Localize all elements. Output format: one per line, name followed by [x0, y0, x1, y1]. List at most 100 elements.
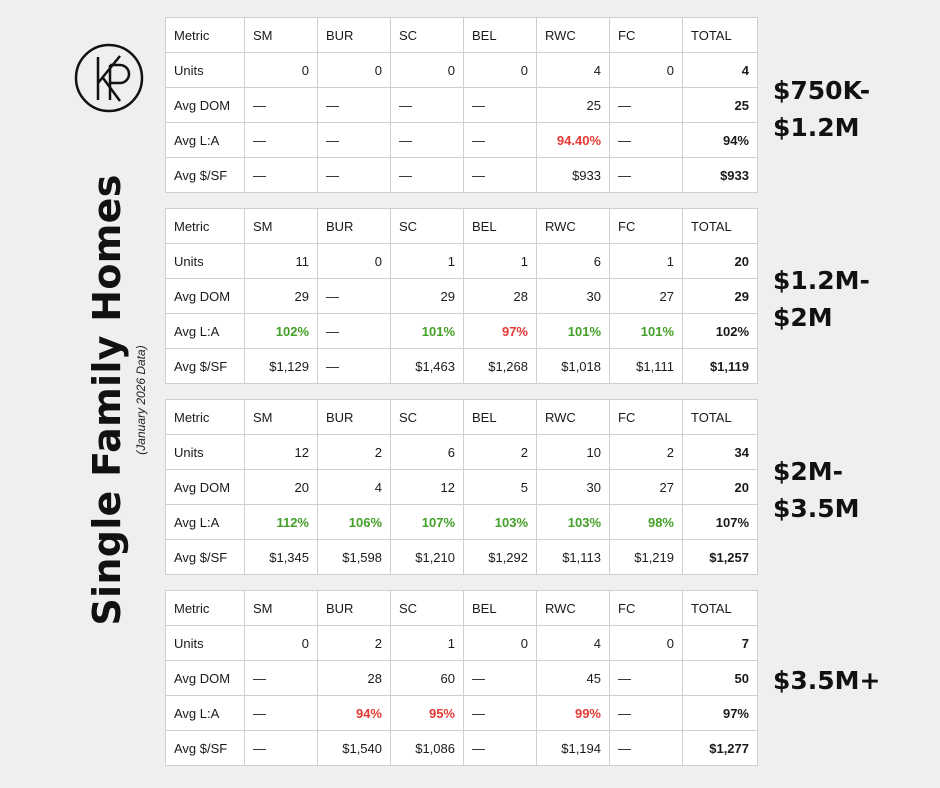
metrics-table: Metric SM BUR SC BEL RWC FC TOTAL Units 0 0 0 0 4 0 4 Av…: [165, 17, 758, 193]
table-cell: 103%: [463, 504, 537, 540]
column-header: BUR: [317, 208, 391, 244]
table-cell: 28: [317, 660, 391, 696]
column-header: TOTAL: [682, 17, 758, 53]
table-cell: 4: [536, 625, 610, 661]
total-cell: 34: [682, 434, 758, 470]
table-cell: 6: [536, 243, 610, 279]
total-cell: 107%: [682, 504, 758, 540]
table-cell: —: [390, 157, 464, 193]
table-cell: 11: [244, 243, 318, 279]
table-row: Units 0 0 0 0 4 0 4: [165, 52, 758, 88]
table-row: Avg $/SF $1,345 $1,598 $1,210 $1,292 $1,113 $1…: [165, 539, 758, 575]
table-cell: $1,463: [390, 348, 464, 384]
price-range-line: $1.2M-: [773, 266, 870, 295]
table-cell: —: [609, 122, 683, 158]
total-cell: 50: [682, 660, 758, 696]
table-cell: —: [244, 730, 318, 766]
row-label: Avg DOM: [165, 87, 245, 123]
table-row: Avg $/SF — — — — $933— $933: [165, 157, 758, 193]
table-cell: —: [463, 695, 537, 731]
table-row: Units 0 2 1 0 4 0 7: [165, 625, 758, 661]
column-header: BUR: [317, 399, 391, 435]
column-header: FC: [609, 590, 683, 626]
metrics-table: Metric SM BUR SC BEL RWC FC TOTAL Units 0 2 1 0 4 0 7 Av…: [165, 590, 758, 766]
table-cell: 98%: [609, 504, 683, 540]
table-cell: 1: [390, 625, 464, 661]
price-range-line: $750K-: [773, 76, 871, 105]
price-range-label: $2M- $3.5M: [773, 453, 860, 527]
table-cell: $1,086: [390, 730, 464, 766]
table-cell: —: [244, 87, 318, 123]
price-range-line: $3.5M+: [773, 666, 881, 695]
price-range-line: $1.2M: [773, 113, 860, 142]
table-cell: 1: [463, 243, 537, 279]
table-cell: $933: [536, 157, 610, 193]
table-cell: —: [463, 157, 537, 193]
table-cell: 60: [390, 660, 464, 696]
row-label: Avg $/SF: [165, 539, 245, 575]
table-cell: —: [463, 122, 537, 158]
table-cell: 4: [536, 52, 610, 88]
table-header-row: Metric SM BUR SC BEL RWC FC TOTAL: [165, 208, 758, 244]
total-cell: 7: [682, 625, 758, 661]
table-cell: 30: [536, 469, 610, 505]
table-cell: $1,268: [463, 348, 537, 384]
table-cell: 5: [463, 469, 537, 505]
table-cell: 6: [390, 434, 464, 470]
metrics-table: Metric SM BUR SC BEL RWC FC TOTAL Units 11 0 1 1 6 1 20…: [165, 208, 758, 384]
table-cell: 12: [390, 469, 464, 505]
column-header: BEL: [463, 399, 537, 435]
table-cell: 10: [536, 434, 610, 470]
table-row: Avg L:A — — — —94.40% —94%: [165, 122, 758, 158]
table-cell: 102%: [244, 313, 318, 349]
table-cell: —: [609, 660, 683, 696]
table-cell: 4: [317, 469, 391, 505]
table-cell: —: [317, 313, 391, 349]
page-title: Single Family Homes: [85, 174, 129, 626]
table-row: Avg L:A 102% —101% 97% 101% 101% 102%: [165, 313, 758, 349]
column-header: RWC: [536, 17, 610, 53]
table-cell: —: [244, 660, 318, 696]
table-header-row: Metric SM BUR SC BEL RWC FC TOTAL: [165, 17, 758, 53]
table-cell: 94.40%: [536, 122, 610, 158]
table-cell: 0: [390, 52, 464, 88]
table-cell: 12: [244, 434, 318, 470]
column-header: Metric: [165, 590, 245, 626]
table-row: Avg DOM —28 60—45—50: [165, 660, 758, 696]
row-label: Avg L:A: [165, 504, 245, 540]
table-header-row: Metric SM BUR SC BEL RWC FC TOTAL: [165, 399, 758, 435]
table-cell: 20: [244, 469, 318, 505]
table-cell: 0: [317, 52, 391, 88]
total-cell: 94%: [682, 122, 758, 158]
column-header: SM: [244, 399, 318, 435]
column-header: BEL: [463, 17, 537, 53]
page-subtitle: (January 2026 Data): [134, 345, 148, 455]
column-header: SM: [244, 590, 318, 626]
table-cell: $1,018: [536, 348, 610, 384]
column-header: SC: [390, 17, 464, 53]
table-row: Units 12 2 6 2 10 2 34: [165, 434, 758, 470]
price-range-line: $2M-: [773, 457, 844, 486]
table-cell: —: [390, 87, 464, 123]
table-cell: 27: [609, 469, 683, 505]
table-cell: —: [244, 122, 318, 158]
table-cell: 27: [609, 278, 683, 314]
column-header: BEL: [463, 208, 537, 244]
column-header: TOTAL: [682, 590, 758, 626]
column-header: RWC: [536, 590, 610, 626]
total-cell: $1,257: [682, 539, 758, 575]
price-range-label: $3.5M+: [773, 662, 881, 699]
total-cell: 29: [682, 278, 758, 314]
column-header: BUR: [317, 17, 391, 53]
table-cell: 97%: [463, 313, 537, 349]
table-cell: 106%: [317, 504, 391, 540]
row-label: Avg DOM: [165, 660, 245, 696]
table-cell: —: [317, 122, 391, 158]
table-cell: 1: [609, 243, 683, 279]
table-cell: $1,113: [536, 539, 610, 575]
table-cell: 112%: [244, 504, 318, 540]
table-cell: —: [317, 278, 391, 314]
table-cell: —: [463, 730, 537, 766]
column-header: SC: [390, 399, 464, 435]
table-cell: $1,598: [317, 539, 391, 575]
